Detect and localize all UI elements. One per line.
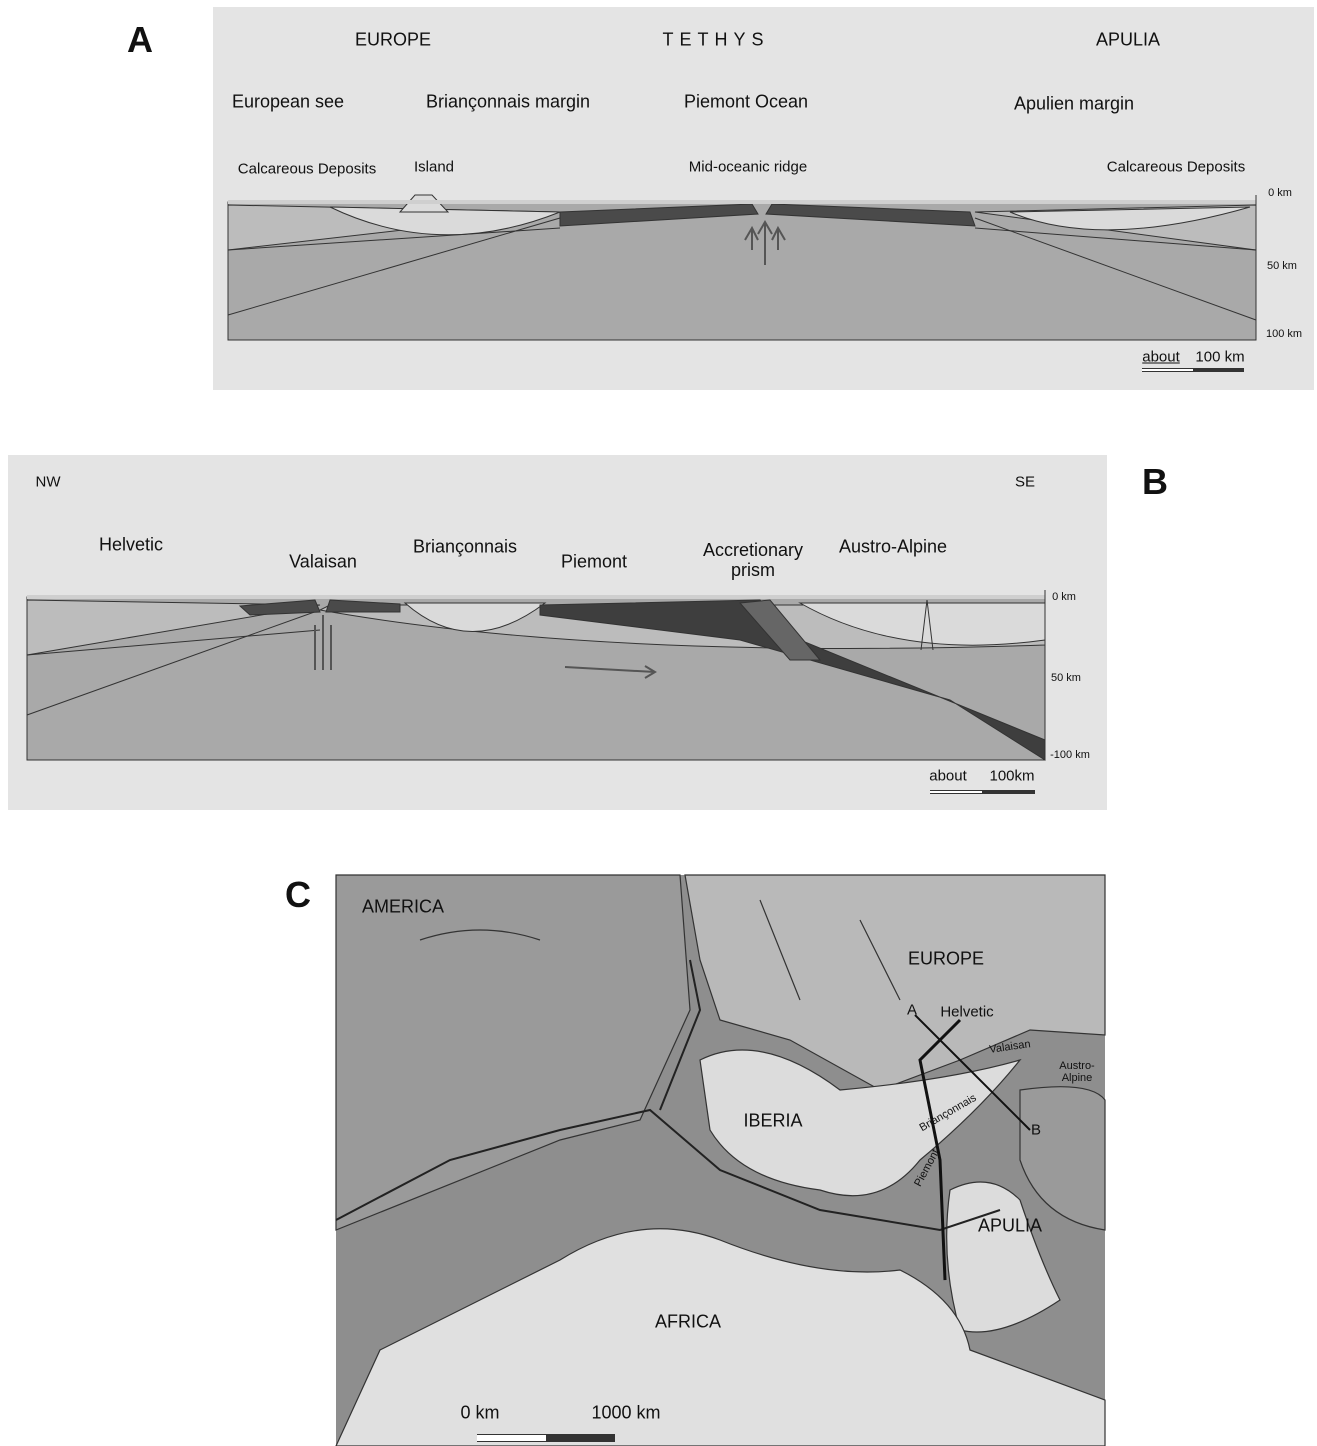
scale-label: about bbox=[1142, 348, 1180, 366]
depth-label: 100 km bbox=[1265, 328, 1303, 340]
zone-label: Briançonnais margin bbox=[425, 91, 591, 112]
section-a bbox=[227, 194, 1257, 372]
plate-label: EUROPE bbox=[907, 948, 985, 969]
direction-label: SE bbox=[1014, 473, 1036, 491]
region-label: EUROPE bbox=[354, 29, 432, 50]
map-c bbox=[335, 874, 1106, 1446]
depth-label: 0 km bbox=[1268, 187, 1292, 199]
section-end: A bbox=[906, 1001, 918, 1019]
zone-label: European see bbox=[231, 91, 345, 112]
feature-label: Calcareous Deposits bbox=[237, 160, 377, 178]
scale-label: about bbox=[929, 767, 967, 785]
panel-label: B bbox=[1142, 461, 1168, 502]
zone-label: Apulien margin bbox=[1013, 93, 1135, 114]
domain-label: Helvetic bbox=[940, 1003, 994, 1021]
zone-label: Austro-Alpine bbox=[838, 536, 948, 557]
zone-label: Piemont Ocean bbox=[683, 91, 809, 112]
section-end: B bbox=[1030, 1121, 1042, 1139]
plate-label: APULIA bbox=[977, 1215, 1043, 1236]
zone-label: Helvetic bbox=[98, 534, 164, 555]
plate-label: AMERICA bbox=[361, 896, 445, 917]
panel-label: A bbox=[127, 19, 153, 60]
depth-label: -100 km bbox=[1050, 749, 1090, 761]
scale-label: 100 km bbox=[1195, 348, 1245, 366]
depth-label: 50 km bbox=[1267, 260, 1297, 272]
region-label: APULIA bbox=[1095, 29, 1161, 50]
zone-label: Piemont bbox=[560, 551, 628, 572]
feature-label: Calcareous Deposits bbox=[1106, 158, 1246, 176]
depth-label: 0 km bbox=[1052, 591, 1076, 603]
feature-label: Mid-oceanic ridge bbox=[688, 158, 808, 176]
plate-label: AFRICA bbox=[654, 1311, 722, 1332]
domain-label: Austro-Alpine bbox=[1059, 1059, 1095, 1084]
zone-label: Valaisan bbox=[289, 551, 357, 572]
direction-label: NW bbox=[35, 473, 61, 491]
panel-label: C bbox=[285, 874, 311, 915]
scale-label: 100km bbox=[989, 767, 1035, 785]
scale-label: 1000 km bbox=[591, 1402, 661, 1423]
zone-label: Accretionary prism bbox=[702, 540, 804, 580]
section-b bbox=[26, 590, 1046, 794]
feature-label: Island bbox=[413, 158, 455, 176]
region-label: TETHYS bbox=[662, 29, 770, 50]
scale-label: 0 km bbox=[460, 1402, 500, 1423]
plate-label: IBERIA bbox=[743, 1110, 803, 1131]
zone-label: Briançonnais bbox=[412, 536, 518, 557]
depth-label: 50 km bbox=[1051, 672, 1081, 684]
